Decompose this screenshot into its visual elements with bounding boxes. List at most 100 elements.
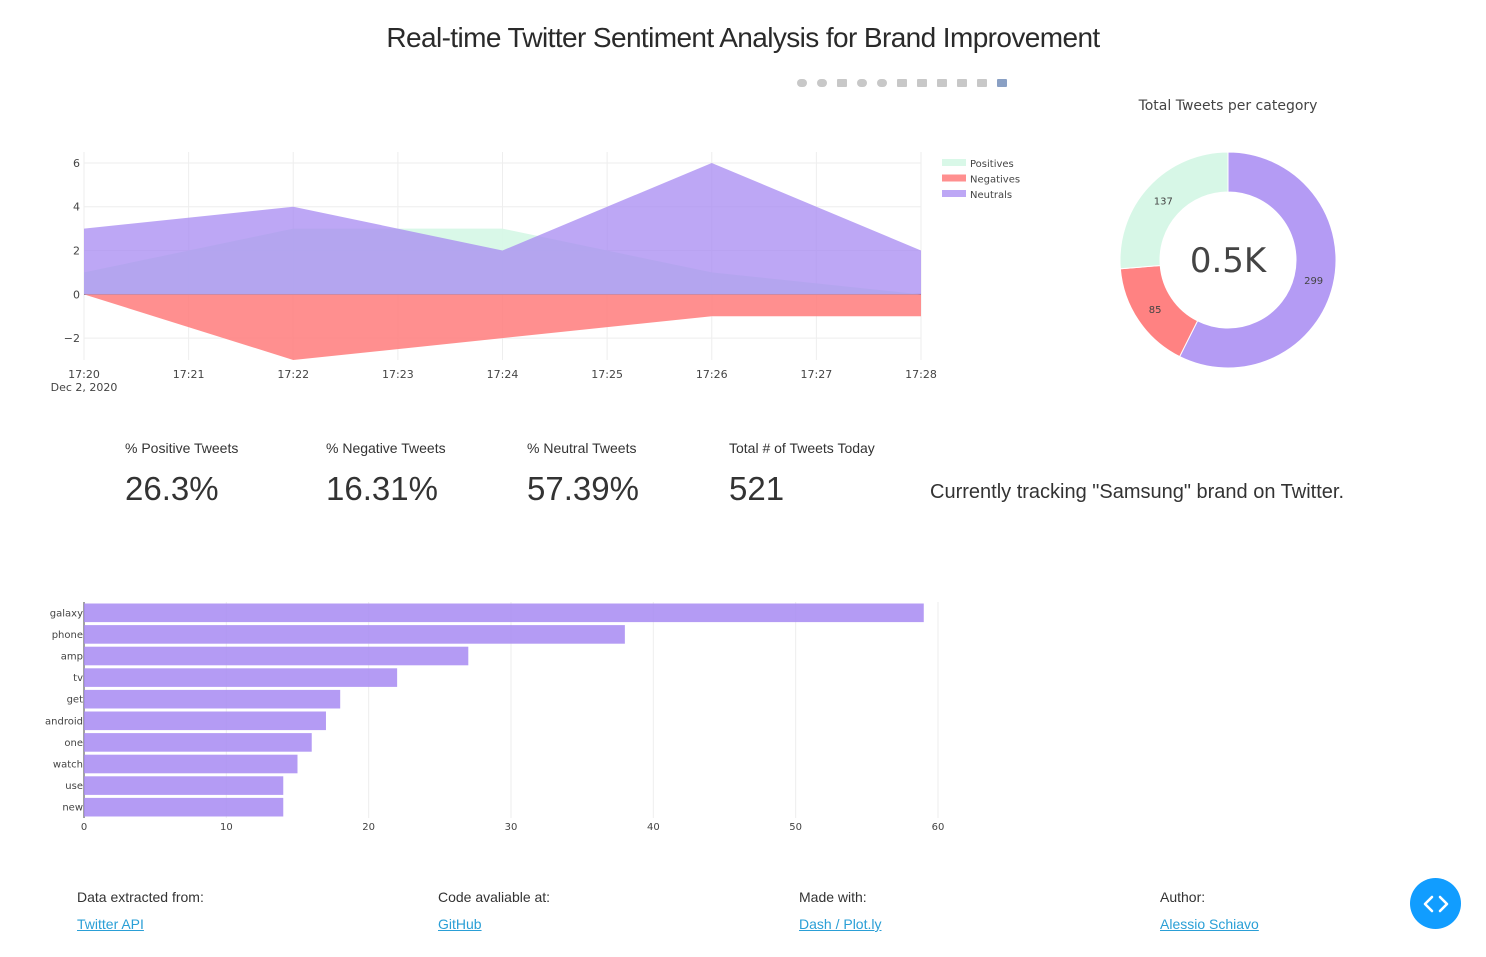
legend-label-negatives: Negatives <box>970 175 1020 186</box>
x-tick-label: 17:24 <box>487 368 519 381</box>
stat-total: Total # of Tweets Today 521 <box>729 440 929 508</box>
footer-data-source: Data extracted from: Twitter API <box>77 889 377 934</box>
x-date-label: Dec 2, 2020 <box>51 381 118 394</box>
donut-slice-label: 137 <box>1154 196 1173 207</box>
bar-amp <box>84 646 469 666</box>
zoom-out-icon[interactable] <box>876 77 888 89</box>
area-series-neutrals <box>84 162 921 295</box>
stat-positive-value: 26.3% <box>125 470 219 507</box>
x-tick-label: 17:23 <box>382 368 414 381</box>
x-tick-label: 10 <box>220 822 233 833</box>
zoom-icon[interactable] <box>816 77 828 89</box>
x-tick-label: 17:27 <box>801 368 833 381</box>
donut-slice-label: 299 <box>1304 276 1323 287</box>
legend-swatch-negatives <box>942 174 966 182</box>
x-tick-label: 17:20 <box>68 368 100 381</box>
bar-get <box>84 689 341 709</box>
x-tick-label: 0 <box>81 822 87 833</box>
chart-modebar <box>796 76 1016 90</box>
twitter-api-link[interactable]: Twitter API <box>77 916 144 932</box>
donut-center-label: 0.5K <box>1190 241 1268 281</box>
y-tick-label: 0 <box>73 288 80 301</box>
page-title: Real-time Twitter Sentiment Analysis for… <box>386 22 1100 53</box>
bar-watch <box>84 754 298 774</box>
x-tick-label: 17:28 <box>905 368 937 381</box>
stat-positive-label: % Positive Tweets <box>125 440 239 456</box>
bar-new <box>84 797 284 817</box>
plotly-logo-icon[interactable] <box>996 77 1008 89</box>
stat-neutral-value: 57.39% <box>527 470 639 507</box>
x-tick-label: 17:22 <box>277 368 309 381</box>
stat-total-value: 521 <box>729 470 785 507</box>
hover-closest-icon[interactable] <box>956 77 968 89</box>
bar-category-label: use <box>65 781 83 792</box>
footer-author: Author: Alessio Schiavo <box>1160 889 1460 934</box>
bar-use <box>84 776 284 795</box>
donut-slice-positives <box>1119 151 1229 270</box>
y-tick-label: −2 <box>64 332 80 345</box>
donut-slice-neutrals <box>1178 151 1337 369</box>
bar-category-label: android <box>45 716 83 727</box>
bar-category-label: new <box>62 803 83 814</box>
autoscale-icon[interactable] <box>896 77 908 89</box>
legend-swatch-positives <box>942 159 966 166</box>
x-tick-label: 17:25 <box>591 368 623 381</box>
stat-positive: % Positive Tweets 26.3% <box>125 440 325 508</box>
spike-lines-icon[interactable] <box>936 77 948 89</box>
x-tick-label: 60 <box>932 822 945 833</box>
bar-android <box>84 711 326 731</box>
stat-negative: % Negative Tweets 16.31% <box>326 440 526 508</box>
sentiment-donut-chart[interactable]: 299 85 137 0.5K <box>1100 130 1360 390</box>
home-icon[interactable] <box>916 77 928 89</box>
y-tick-label: 4 <box>73 201 80 214</box>
x-tick-label: 40 <box>647 822 660 833</box>
bar-tv <box>84 668 398 687</box>
code-brackets-icon <box>1423 895 1448 912</box>
x-tick-label: 50 <box>789 822 802 833</box>
legend-label-neutrals: Neutrals <box>970 190 1012 201</box>
sentiment-area-chart[interactable]: 6 4 2 0 −2 17:20 17:21 17:22 17:23 17:24 17:25 17:2… <box>40 140 1040 410</box>
donut-title: Total Tweets per category <box>1138 98 1318 114</box>
hover-compare-icon[interactable] <box>976 77 988 89</box>
stat-negative-label: % Negative Tweets <box>326 440 446 456</box>
legend-label-positives: Positives <box>970 159 1014 170</box>
y-tick-label: 2 <box>73 245 80 258</box>
x-tick-label: 17:26 <box>696 368 728 381</box>
zoom-in-icon[interactable] <box>856 77 868 89</box>
legend-swatch-neutrals <box>942 190 966 197</box>
bar-one <box>84 733 312 752</box>
bar-category-label: get <box>67 695 84 706</box>
github-link[interactable]: GitHub <box>438 916 482 932</box>
x-tick-label: 30 <box>505 822 518 833</box>
pan-icon[interactable] <box>836 77 848 89</box>
footer-code-label: Code avaliable at: <box>438 889 551 905</box>
dash-plotly-link[interactable]: Dash / Plot.ly <box>799 916 882 932</box>
footer-author-label: Author: <box>1160 889 1206 905</box>
bar-category-label: amp <box>61 652 83 663</box>
bar-galaxy <box>84 603 924 623</box>
x-tick-label: 20 <box>362 822 375 833</box>
bar-category-label: watch <box>53 760 83 771</box>
footer-made-with-label: Made with: <box>799 889 867 905</box>
camera-icon[interactable] <box>796 77 808 89</box>
bar-category-label: tv <box>73 673 83 684</box>
word-frequency-bar-chart[interactable]: galaxy phone amp tv get android one watch use new… <box>20 590 980 840</box>
y-tick-label: 6 <box>73 157 80 170</box>
footer-code: Code avaliable at: GitHub <box>438 889 738 934</box>
bar-category-label: one <box>64 738 83 749</box>
donut-slice-label: 85 <box>1149 305 1162 316</box>
footer-made-with: Made with: Dash / Plot.ly <box>799 889 1099 934</box>
footer-data-label: Data extracted from: <box>77 889 204 905</box>
bar-category-label: phone <box>52 630 83 641</box>
stat-neutral: % Neutral Tweets 57.39% <box>527 440 727 508</box>
tracking-text: Currently tracking "Samsung" brand on Tw… <box>930 481 1345 503</box>
stat-neutral-label: % Neutral Tweets <box>527 440 637 456</box>
stat-total-label: Total # of Tweets Today <box>729 440 875 456</box>
stat-negative-value: 16.31% <box>326 470 438 507</box>
area-series-negatives <box>84 294 921 360</box>
bar-phone <box>84 625 625 644</box>
author-link[interactable]: Alessio Schiavo <box>1160 916 1259 932</box>
dev-tools-button[interactable] <box>1410 878 1461 929</box>
bar-category-label: galaxy <box>50 608 83 619</box>
x-tick-label: 17:21 <box>173 368 205 381</box>
